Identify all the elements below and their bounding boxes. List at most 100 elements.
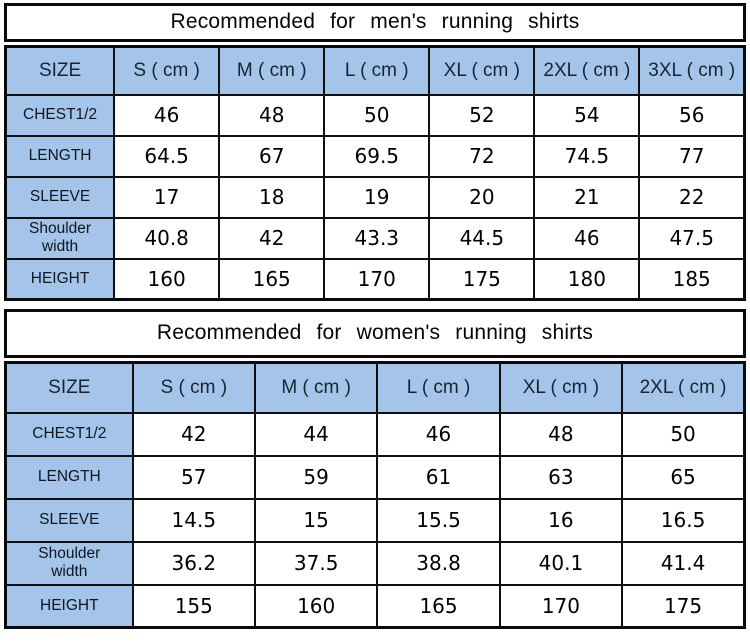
- size-value-cell: 63: [498, 454, 624, 500]
- column-header: L ( cm ): [323, 45, 431, 96]
- size-value-cell: 65: [621, 454, 746, 500]
- table-row: Shoulder width 36.2 37.5 38.8 40.1 41.4: [4, 540, 746, 586]
- size-value-cell: 21: [533, 175, 641, 219]
- size-value-cell: 160: [253, 583, 379, 629]
- size-value-cell: 175: [428, 257, 536, 301]
- size-value-cell: 22: [638, 175, 746, 219]
- size-value-cell: 46: [533, 216, 641, 260]
- size-value-cell: 59: [253, 454, 379, 500]
- size-value-cell: 20: [428, 175, 536, 219]
- size-value-cell: 56: [638, 93, 746, 137]
- row-header-label: HEIGHT: [40, 596, 99, 614]
- size-value-cell: 43.3: [323, 216, 431, 260]
- size-corner-header: SIZE: [4, 361, 134, 414]
- column-header: M ( cm ): [218, 45, 326, 96]
- size-value-cell: 160: [113, 257, 221, 301]
- column-header: 2XL ( cm ): [533, 45, 641, 96]
- row-header: HEIGHT: [4, 257, 116, 301]
- size-value-cell: 170: [498, 583, 624, 629]
- row-header: LENGTH: [4, 454, 134, 500]
- row-header: Shoulder width: [4, 216, 116, 260]
- size-value-cell: 69.5: [323, 134, 431, 178]
- mens-size-table-section: Recommended for men's running shirts SIZ…: [4, 3, 746, 301]
- row-header-label: Shoulder width: [38, 545, 101, 580]
- size-value-cell: 155: [131, 583, 256, 629]
- column-header: 3XL ( cm ): [638, 45, 746, 96]
- size-value-cell: 15.5: [376, 497, 501, 543]
- womens-table-title: Recommended for women's running shirts: [156, 321, 594, 344]
- row-header-label: CHEST1/2: [23, 106, 98, 124]
- size-value-cell: 67: [218, 134, 326, 178]
- size-value-cell: 50: [621, 411, 746, 457]
- table-row: CHEST1/2 46 48 50 52 54 56: [4, 93, 746, 137]
- column-header: S ( cm ): [131, 361, 256, 414]
- column-header: XL ( cm ): [428, 45, 536, 96]
- size-value-cell: 46: [376, 411, 501, 457]
- size-value-cell: 175: [621, 583, 746, 629]
- size-value-cell: 16.5: [621, 497, 746, 543]
- row-header: CHEST1/2: [4, 93, 116, 137]
- size-value-cell: 72: [428, 134, 536, 178]
- size-value-cell: 165: [218, 257, 326, 301]
- size-value-cell: 52: [428, 93, 536, 137]
- row-header-label: CHEST1/2: [32, 425, 107, 443]
- size-value-cell: 61: [376, 454, 501, 500]
- row-header: CHEST1/2: [4, 411, 134, 457]
- row-header-label: LENGTH: [28, 147, 92, 165]
- size-value-cell: 14.5: [131, 497, 256, 543]
- size-value-cell: 41.4: [621, 540, 746, 586]
- row-header-label: SLEEVE: [39, 511, 100, 529]
- womens-table-title-box: Recommended for women's running shirts: [4, 309, 746, 358]
- size-value-cell: 36.2: [131, 540, 256, 586]
- size-value-cell: 54: [533, 93, 641, 137]
- size-value-cell: 17: [113, 175, 221, 219]
- row-header-label: SLEEVE: [29, 188, 91, 206]
- size-value-cell: 44: [253, 411, 379, 457]
- womens-size-table-section: Recommended for women's running shirts S…: [4, 309, 746, 629]
- size-value-cell: 42: [131, 411, 256, 457]
- size-value-cell: 64.5: [113, 134, 221, 178]
- size-value-cell: 57: [131, 454, 256, 500]
- row-header: Shoulder width: [4, 540, 134, 586]
- size-value-cell: 74.5: [533, 134, 641, 178]
- row-header: HEIGHT: [4, 583, 134, 629]
- size-value-cell: 165: [376, 583, 501, 629]
- mens-table-title-box: Recommended for men's running shirts: [4, 3, 746, 42]
- size-value-cell: 185: [638, 257, 746, 301]
- row-header-label: Shoulder width: [29, 220, 92, 255]
- table-row: HEIGHT 155 160 165 170 175: [4, 583, 746, 629]
- size-value-cell: 42: [218, 216, 326, 260]
- size-value-cell: 77: [638, 134, 746, 178]
- row-header: SLEEVE: [4, 497, 134, 543]
- size-value-cell: 44.5: [428, 216, 536, 260]
- header-row: SIZE S ( cm ) M ( cm ) L ( cm ) XL ( cm ) 2XL…: [4, 45, 746, 96]
- size-value-cell: 46: [113, 93, 221, 137]
- column-header: M ( cm ): [253, 361, 379, 414]
- column-header: L ( cm ): [376, 361, 501, 414]
- size-value-cell: 40.1: [498, 540, 624, 586]
- womens-size-table: SIZE S ( cm ) M ( cm ) L ( cm ) XL ( cm ) 2XL…: [4, 361, 746, 629]
- row-header-label: HEIGHT: [30, 269, 90, 287]
- size-value-cell: 47.5: [638, 216, 746, 260]
- size-value-cell: 50: [323, 93, 431, 137]
- size-value-cell: 170: [323, 257, 431, 301]
- size-value-cell: 40.8: [113, 216, 221, 260]
- size-value-cell: 37.5: [253, 540, 379, 586]
- table-row: Shoulder width 40.8 42 43.3 44.5 46 47.5: [4, 216, 746, 260]
- row-header: LENGTH: [4, 134, 116, 178]
- size-value-cell: 48: [498, 411, 624, 457]
- size-corner-header: SIZE: [4, 45, 116, 96]
- column-header: 2XL ( cm ): [621, 361, 746, 414]
- size-value-cell: 16: [498, 497, 624, 543]
- table-row: LENGTH 57 59 61 63 65: [4, 454, 746, 500]
- table-row: SLEEVE 14.5 15 15.5 16 16.5: [4, 497, 746, 543]
- size-value-cell: 48: [218, 93, 326, 137]
- size-value-cell: 180: [533, 257, 641, 301]
- size-value-cell: 38.8: [376, 540, 501, 586]
- column-header: XL ( cm ): [498, 361, 624, 414]
- size-value-cell: 15: [253, 497, 379, 543]
- mens-table-title: Recommended for men's running shirts: [170, 10, 580, 33]
- table-row: SLEEVE 17 18 19 20 21 22: [4, 175, 746, 219]
- row-header-label: LENGTH: [37, 468, 101, 486]
